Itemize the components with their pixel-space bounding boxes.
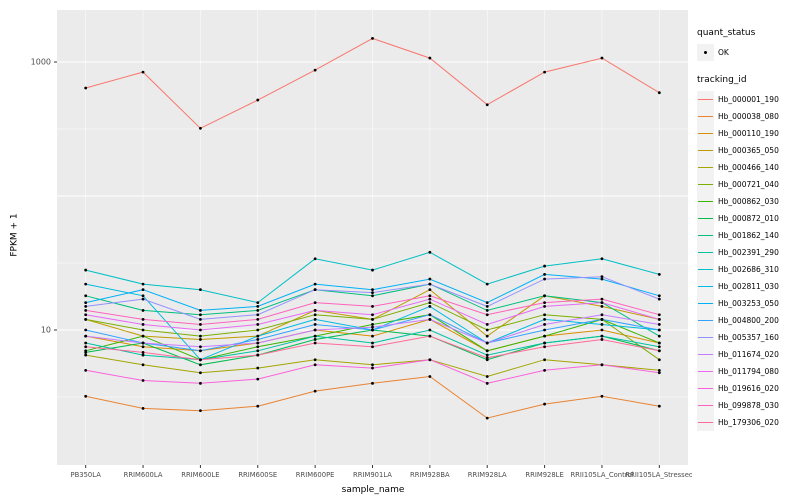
legend-item: Hb_002686_310 xyxy=(697,261,800,278)
legend-item-label: Hb_000872_010 xyxy=(718,214,779,223)
legend-line-key-icon xyxy=(697,397,714,414)
legend-line-key-icon xyxy=(697,210,714,227)
legend-item-quant-ok: OK xyxy=(697,44,800,61)
legend-item-label: Hb_005357_160 xyxy=(718,333,779,342)
legend-line-key-icon xyxy=(697,363,714,380)
legend-item: Hb_000466_140 xyxy=(697,159,800,176)
svg-text:RRII105LA_Control: RRII105LA_Control xyxy=(570,471,633,479)
legend-item: Hb_000038_080 xyxy=(697,108,800,125)
legend-item: Hb_011674_020 xyxy=(697,346,800,363)
legend-item: Hb_004800_200 xyxy=(697,312,800,329)
legend-line-key-icon xyxy=(697,295,714,312)
legend-item-label: Hb_019616_020 xyxy=(718,384,779,393)
legend-line-key-icon xyxy=(697,261,714,278)
legend-line-key-icon xyxy=(697,142,714,159)
legend-item-label: Hb_004800_200 xyxy=(718,316,779,325)
legend-line-key-icon xyxy=(697,414,714,431)
legend-item-label: Hb_000466_140 xyxy=(718,163,779,172)
svg-text:RRIM928LA: RRIM928LA xyxy=(468,471,507,479)
legend-line-key-icon xyxy=(697,227,714,244)
legend-item-label: Hb_011794_080 xyxy=(718,367,779,376)
legend-item: Hb_000862_030 xyxy=(697,193,800,210)
legend-line-key-icon xyxy=(697,108,714,125)
legend-item: Hb_179306_020 xyxy=(697,414,800,431)
legend-item: Hb_000872_010 xyxy=(697,210,800,227)
legend-item: Hb_002391_290 xyxy=(697,244,800,261)
legend-item: Hb_099878_030 xyxy=(697,397,800,414)
legend-quant-title: quant_status xyxy=(697,28,756,38)
legend-item: Hb_003253_050 xyxy=(697,295,800,312)
legend-item: Hb_011794_080 xyxy=(697,363,800,380)
legend-item-label: Hb_001862_140 xyxy=(718,231,779,240)
quant-ok-key-icon xyxy=(697,44,714,61)
legend-item-label: Hb_099878_030 xyxy=(718,401,779,410)
legend-line-key-icon xyxy=(697,244,714,261)
legend-item: Hb_001862_140 xyxy=(697,227,800,244)
legend-quant-status: quant_status OK xyxy=(697,28,800,61)
legend-line-key-icon xyxy=(697,380,714,397)
legend-item: Hb_000721_040 xyxy=(697,176,800,193)
legend-item-label: Hb_002811_030 xyxy=(718,282,779,291)
legend-line-key-icon xyxy=(697,278,714,295)
svg-text:RRIM600LA: RRIM600LA xyxy=(124,471,163,479)
legend-line-key-icon xyxy=(697,125,714,142)
legend-item: Hb_000001_190 xyxy=(697,91,800,108)
legend-item-label: Hb_000365_050 xyxy=(718,146,779,155)
svg-text:RRIM600LE: RRIM600LE xyxy=(181,471,219,479)
svg-text:RRIM901LA: RRIM901LA xyxy=(353,471,392,479)
legend-item-label: Hb_003253_050 xyxy=(718,299,779,308)
legend-item-label: Hb_011674_020 xyxy=(718,350,779,359)
svg-text:RRII105LA_Stressed: RRII105LA_Stressed xyxy=(625,471,692,479)
legend-line-key-icon xyxy=(697,159,714,176)
legend-item: Hb_019616_020 xyxy=(697,380,800,397)
svg-text:RRIM600PE: RRIM600PE xyxy=(296,471,335,479)
legend-item-label: Hb_179306_020 xyxy=(718,418,779,427)
legend: quant_status OK tracking_id Hb_000001_19… xyxy=(697,0,800,500)
legend-item-label: Hb_000001_190 xyxy=(718,95,779,104)
y-axis-title: FPKM + 1 xyxy=(10,213,21,257)
legend-line-key-icon xyxy=(697,346,714,363)
legend-item: Hb_005357_160 xyxy=(697,329,800,346)
legend-item-label: Hb_000721_040 xyxy=(718,180,779,189)
legend-item-label: OK xyxy=(718,48,729,57)
legend-line-key-icon xyxy=(697,312,714,329)
plot-canvas: 10 1000 PB350LA RRIM600LA RRIM600LE RRIM600SE… xyxy=(31,10,693,479)
x-axis-title: sample_name xyxy=(341,485,405,495)
legend-tracking-rows: Hb_000001_190 Hb_000038_080 Hb_000110_190 H… xyxy=(697,91,800,431)
legend-item-label: Hb_000038_080 xyxy=(718,112,779,121)
svg-text:RRIM600SE: RRIM600SE xyxy=(238,471,277,479)
legend-item-label: Hb_002391_290 xyxy=(718,248,779,257)
legend-tracking-title: tracking_id xyxy=(697,75,747,85)
plot-area: 10 1000 PB350LA RRIM600LA RRIM600LE RRIM600SE… xyxy=(31,10,693,479)
legend-item-label: Hb_000862_030 xyxy=(718,197,779,206)
legend-item: Hb_002811_030 xyxy=(697,278,800,295)
legend-item: Hb_000110_190 xyxy=(697,125,800,142)
legend-line-key-icon xyxy=(697,329,714,346)
legend-line-key-icon xyxy=(697,193,714,210)
svg-text:RRIM928BA: RRIM928BA xyxy=(410,471,450,479)
legend-line-key-icon xyxy=(697,91,714,108)
svg-text:10: 10 xyxy=(41,326,51,335)
legend-line-key-icon xyxy=(697,176,714,193)
svg-text:PB350LA: PB350LA xyxy=(71,471,102,479)
legend-item: Hb_000365_050 xyxy=(697,142,800,159)
svg-text:RRIM928LE: RRIM928LE xyxy=(525,471,563,479)
legend-item-label: Hb_002686_310 xyxy=(718,265,779,274)
legend-tracking-id: tracking_id Hb_000001_190 Hb_000038_080 Hb… xyxy=(697,75,800,431)
svg-text:1000: 1000 xyxy=(31,58,51,67)
legend-item-label: Hb_000110_190 xyxy=(718,129,779,138)
